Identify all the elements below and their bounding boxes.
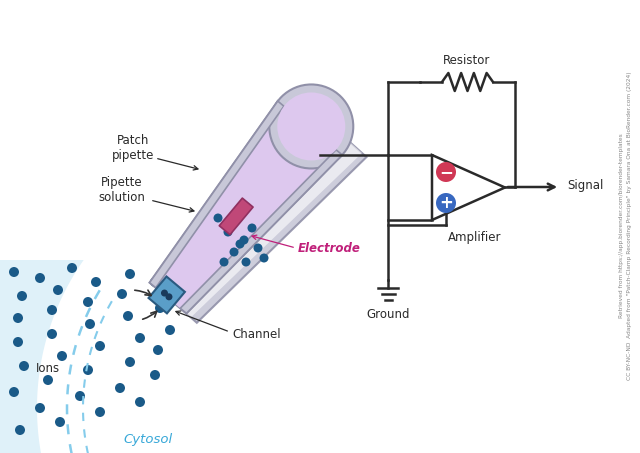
- Circle shape: [13, 337, 23, 347]
- Circle shape: [83, 297, 93, 307]
- Circle shape: [135, 333, 145, 343]
- Text: +: +: [439, 194, 453, 212]
- Circle shape: [117, 289, 127, 299]
- Circle shape: [125, 357, 135, 367]
- Circle shape: [123, 311, 133, 321]
- Circle shape: [35, 403, 45, 413]
- Circle shape: [165, 325, 175, 335]
- Circle shape: [125, 269, 135, 279]
- Polygon shape: [148, 276, 185, 313]
- Polygon shape: [180, 150, 342, 313]
- Polygon shape: [0, 260, 273, 453]
- Text: Patch
pipette: Patch pipette: [112, 134, 154, 162]
- Text: Pipette
solution: Pipette solution: [99, 176, 145, 204]
- Circle shape: [95, 407, 105, 417]
- Circle shape: [43, 375, 53, 385]
- Circle shape: [53, 285, 63, 295]
- Circle shape: [55, 417, 65, 427]
- Polygon shape: [156, 106, 336, 308]
- Circle shape: [253, 244, 262, 252]
- Circle shape: [75, 391, 85, 401]
- Circle shape: [115, 383, 125, 393]
- Circle shape: [9, 387, 19, 397]
- Polygon shape: [432, 155, 505, 220]
- Circle shape: [135, 397, 145, 407]
- Circle shape: [155, 303, 165, 313]
- Circle shape: [9, 267, 19, 277]
- Circle shape: [95, 341, 105, 351]
- Text: Signal: Signal: [567, 178, 604, 192]
- Circle shape: [150, 277, 160, 287]
- Circle shape: [277, 92, 346, 160]
- Circle shape: [83, 365, 93, 375]
- Polygon shape: [150, 101, 284, 288]
- Polygon shape: [173, 115, 367, 323]
- Circle shape: [220, 257, 228, 266]
- Circle shape: [436, 193, 456, 213]
- Text: Electrode: Electrode: [298, 241, 361, 255]
- Circle shape: [223, 227, 232, 236]
- Text: −: −: [439, 163, 453, 181]
- Circle shape: [153, 345, 163, 355]
- Circle shape: [248, 223, 257, 232]
- Polygon shape: [150, 101, 342, 313]
- Circle shape: [239, 236, 248, 245]
- Circle shape: [35, 273, 45, 283]
- Circle shape: [161, 289, 168, 297]
- Circle shape: [19, 361, 29, 371]
- Circle shape: [47, 305, 57, 315]
- Circle shape: [67, 263, 77, 273]
- Text: Resistor: Resistor: [444, 53, 491, 67]
- Text: Channel: Channel: [232, 328, 280, 342]
- Circle shape: [91, 277, 101, 287]
- Polygon shape: [153, 104, 339, 311]
- Circle shape: [241, 257, 250, 266]
- Text: Ground: Ground: [366, 308, 410, 321]
- Circle shape: [230, 247, 239, 256]
- Text: CC BY-NC-ND  Adapted from "Patch-Clamp Recording Principle" by Samara Ona at Bio: CC BY-NC-ND Adapted from "Patch-Clamp Re…: [627, 72, 632, 381]
- Circle shape: [13, 313, 23, 323]
- Circle shape: [436, 162, 456, 182]
- Circle shape: [47, 329, 57, 339]
- Circle shape: [150, 370, 160, 380]
- Circle shape: [15, 425, 25, 435]
- Polygon shape: [220, 198, 253, 235]
- Text: Retrieved from https://app.biorender.com/biorender-templates: Retrieved from https://app.biorender.com…: [618, 134, 623, 318]
- Text: Ions: Ions: [36, 361, 60, 375]
- Circle shape: [259, 254, 269, 262]
- Polygon shape: [179, 118, 362, 318]
- Circle shape: [214, 213, 223, 222]
- Circle shape: [85, 319, 95, 329]
- Circle shape: [236, 240, 244, 249]
- Circle shape: [17, 291, 27, 301]
- Circle shape: [269, 84, 353, 169]
- Text: Cytosol: Cytosol: [124, 434, 173, 447]
- Circle shape: [57, 351, 67, 361]
- Circle shape: [166, 293, 172, 300]
- Text: Amplifier: Amplifier: [448, 231, 502, 245]
